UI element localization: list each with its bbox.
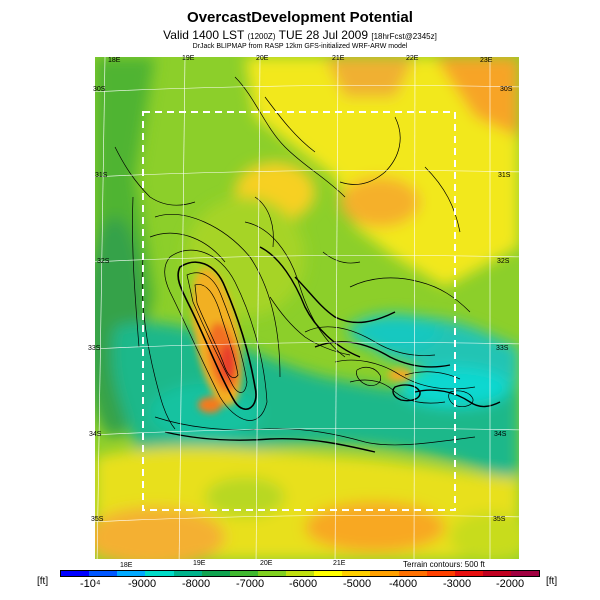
map-canvas [95, 57, 519, 559]
right-lat-label: 33S [496, 345, 509, 352]
top-lon-label: 18E [108, 57, 121, 64]
valid-time: Valid 1400 LST [163, 28, 245, 42]
bottom-lon-label: 21E [333, 560, 346, 567]
left-lat-label: 30S [93, 86, 106, 93]
scale-label: -5000 [343, 578, 372, 590]
top-lon-label: 19E [182, 55, 195, 62]
top-lon-label: 20E [256, 55, 269, 62]
forecast-map [95, 57, 519, 559]
right-lat-label: 35S [493, 516, 506, 523]
forecast-info: [18hrFcst@2345z] [371, 32, 437, 41]
color-swatch [117, 571, 146, 576]
scale-label: -7000 [236, 578, 265, 590]
top-lon-label: 21E [332, 55, 345, 62]
color-swatch [257, 571, 286, 576]
scale-label: -9000 [128, 578, 157, 590]
valid-date: TUE 28 Jul 2009 [278, 28, 368, 42]
right-lat-label: 30S [500, 86, 513, 93]
inner-domain-box [142, 111, 456, 511]
color-swatch [342, 571, 371, 576]
left-lat-label: 35S [91, 516, 104, 523]
field-shading [95, 57, 519, 559]
scale-label: -8000 [182, 578, 211, 590]
color-swatch [173, 571, 202, 576]
bottom-lon-label: 19E [193, 560, 206, 567]
color-swatch [201, 571, 230, 576]
left-lat-label: 34S [89, 431, 102, 438]
color-swatch [145, 571, 174, 576]
right-lat-label: 32S [497, 258, 510, 265]
scale-label: -3000 [443, 578, 472, 590]
scale-label: -6000 [289, 578, 318, 590]
hot-spot [192, 267, 412, 413]
utc-time: (1200Z) [247, 32, 276, 41]
color-swatch [482, 571, 511, 576]
left-lat-label: 33S [88, 345, 101, 352]
color-swatch [286, 571, 315, 576]
color-scale-bar [60, 570, 540, 577]
left-lat-label: 31S [95, 172, 108, 179]
scale-unit-left: [ft] [37, 576, 49, 587]
color-swatch [370, 571, 399, 576]
color-swatch [61, 571, 90, 576]
right-lat-label: 31S [498, 172, 511, 179]
color-swatch [511, 571, 540, 576]
scale-label: -2000 [496, 578, 525, 590]
bottom-lon-label: 18E [120, 562, 133, 569]
left-lat-label: 32S [97, 258, 110, 265]
color-swatch [454, 571, 483, 576]
lat-lon-grid [95, 57, 519, 559]
top-lon-label: 23E [480, 57, 493, 64]
color-swatch [398, 571, 427, 576]
scale-label: -4000 [389, 578, 418, 590]
color-swatch [89, 571, 118, 576]
map-subtitle: Valid 1400 LST (1200Z) TUE 28 Jul 2009 [… [0, 28, 600, 42]
top-lon-label: 22E [406, 55, 419, 62]
color-swatch [314, 571, 343, 576]
right-lat-label: 34S [494, 431, 507, 438]
terrain-contour-note: Terrain contours: 500 ft [403, 560, 485, 569]
map-title: OvercastDevelopment Potential [187, 9, 413, 26]
scale-label: -10⁴ [80, 578, 101, 590]
model-credit: DrJack BLIPMAP from RASP 12km GFS-initia… [192, 43, 408, 50]
color-swatch [229, 571, 258, 576]
scale-unit-right: [ft] [546, 576, 558, 587]
terrain-contours [114, 76, 501, 453]
bottom-lon-label: 20E [260, 560, 273, 567]
color-swatch [426, 571, 455, 576]
